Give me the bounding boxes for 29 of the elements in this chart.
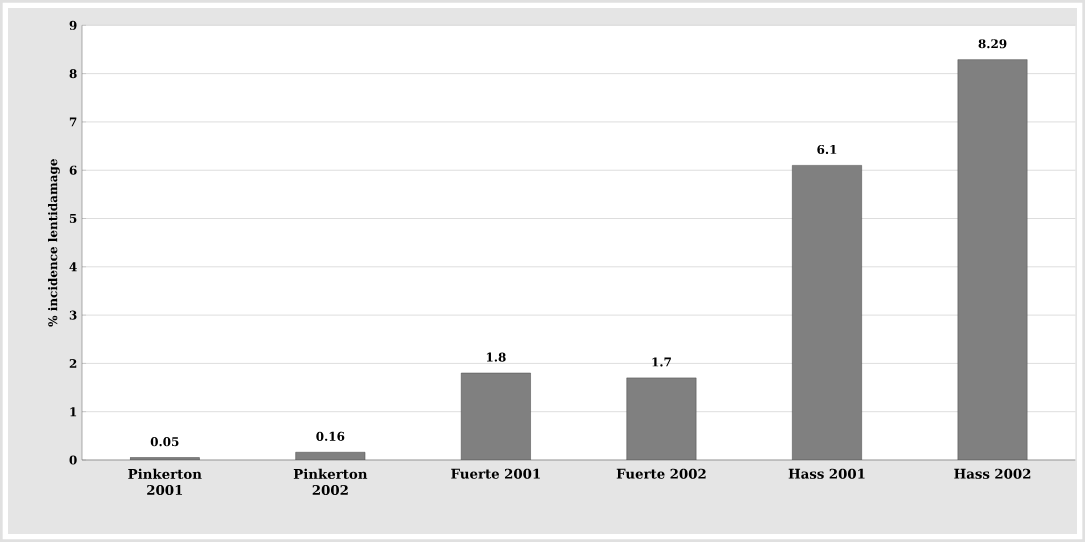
y-tick-label: 1 bbox=[70, 407, 77, 417]
data-label: 8.29 bbox=[978, 39, 1007, 49]
y-axis-title: % incidence lentidamage bbox=[48, 159, 60, 327]
y-tick-label: 3 bbox=[69, 310, 77, 320]
bar bbox=[295, 451, 366, 460]
x-tick-label: Hass 2002 bbox=[954, 468, 1031, 479]
bar bbox=[957, 59, 1028, 460]
data-label: 0.16 bbox=[316, 431, 345, 441]
y-tick-label: 0 bbox=[69, 455, 77, 465]
data-label: 6.1 bbox=[817, 144, 837, 155]
x-tick-label: Fuerte 2002 bbox=[616, 468, 706, 479]
bar bbox=[626, 377, 697, 460]
bar bbox=[129, 457, 200, 460]
bar bbox=[460, 372, 531, 460]
bar bbox=[792, 165, 862, 460]
x-tick-label: Pinkerton 2002 bbox=[293, 468, 368, 496]
y-tick-label: 7 bbox=[69, 117, 77, 127]
x-tick-label: Hass 2001 bbox=[788, 468, 865, 479]
data-label: 1.7 bbox=[652, 357, 671, 367]
x-tick-label: Fuerte 2001 bbox=[451, 468, 540, 479]
y-tick-label: 4 bbox=[69, 262, 77, 272]
y-tick-label: 2 bbox=[69, 358, 77, 368]
y-tick-label: 5 bbox=[69, 214, 77, 223]
data-label: 0.05 bbox=[150, 437, 179, 447]
y-tick-label: 9 bbox=[69, 20, 77, 30]
y-tick-label: 6 bbox=[69, 165, 77, 175]
data-label: 1.8 bbox=[486, 352, 506, 362]
x-tick-label: Pinkerton 2001 bbox=[128, 468, 202, 496]
y-tick-label: 8 bbox=[69, 69, 77, 79]
